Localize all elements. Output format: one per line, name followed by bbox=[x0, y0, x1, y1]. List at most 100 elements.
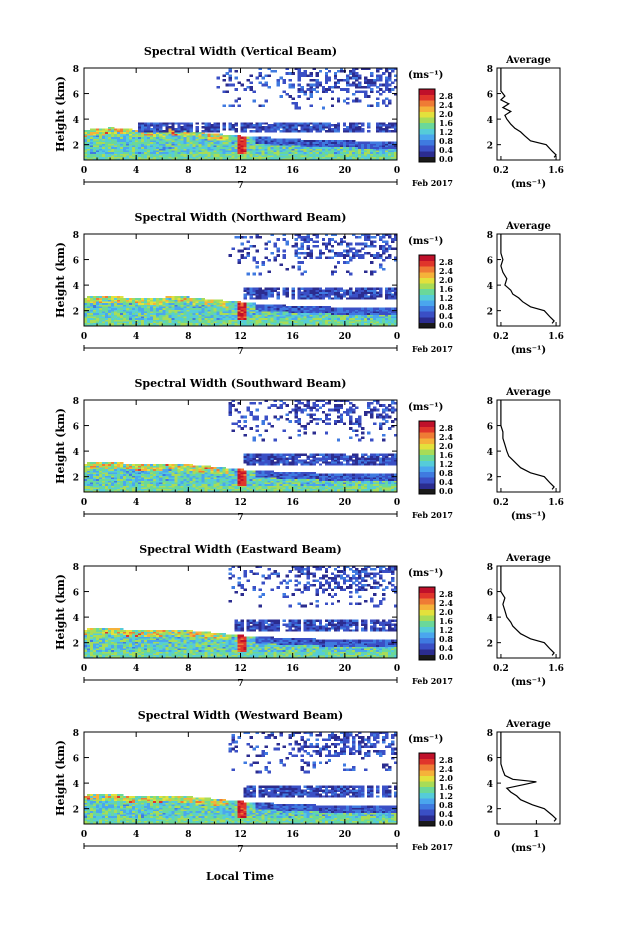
heatmap-cell bbox=[270, 158, 275, 161]
heatmap-cell bbox=[114, 316, 118, 319]
heatmap-cell bbox=[291, 324, 296, 327]
heatmap-cell bbox=[132, 321, 136, 324]
heatmap-cell bbox=[108, 309, 112, 312]
heatmap-cell bbox=[327, 322, 332, 325]
heatmap-cell bbox=[93, 301, 97, 304]
heatmap-cell bbox=[87, 158, 91, 161]
heatmap-cell bbox=[159, 301, 163, 304]
heatmap-cell bbox=[141, 302, 145, 305]
heatmap-cell bbox=[345, 314, 350, 317]
heatmap-cell bbox=[165, 153, 169, 156]
heatmap-cell bbox=[288, 155, 293, 158]
heatmap-cell bbox=[246, 145, 250, 148]
heatmap-cell bbox=[243, 140, 247, 143]
heatmap-cell bbox=[177, 485, 181, 488]
heatmap-cell bbox=[141, 150, 145, 153]
heatmap-cell bbox=[342, 289, 347, 292]
average-y-tick-label: 4 bbox=[487, 282, 493, 292]
heatmap-cell bbox=[114, 462, 118, 465]
heatmap-cell bbox=[237, 104, 241, 107]
heatmap-cell bbox=[330, 104, 335, 107]
heatmap-cell bbox=[312, 156, 317, 159]
heatmap-cell bbox=[240, 249, 244, 253]
heatmap-cell bbox=[174, 478, 178, 481]
heatmap-cell bbox=[366, 81, 371, 84]
heatmap-cell bbox=[165, 307, 169, 310]
heatmap-cell bbox=[228, 148, 232, 151]
heatmap-cell bbox=[102, 128, 106, 131]
heatmap-cell bbox=[285, 240, 290, 244]
heatmap-cell bbox=[162, 483, 166, 486]
heatmap-cell bbox=[105, 136, 109, 139]
heatmap-cell bbox=[180, 148, 184, 151]
heatmap-cell bbox=[135, 319, 139, 322]
heatmap-cell bbox=[93, 151, 97, 154]
heatmap-cell bbox=[381, 72, 386, 75]
heatmap-cell bbox=[192, 316, 196, 319]
heatmap-cell bbox=[120, 155, 124, 158]
heatmap-cell bbox=[393, 141, 398, 144]
heatmap-cell bbox=[171, 138, 175, 141]
heatmap-cell bbox=[156, 307, 160, 310]
heatmap-cell bbox=[348, 319, 353, 322]
heatmap-cell bbox=[297, 158, 302, 161]
heatmap-cell bbox=[312, 83, 317, 87]
heatmap-cell bbox=[147, 321, 151, 324]
heatmap-cell bbox=[330, 317, 335, 320]
heatmap-cell bbox=[159, 151, 163, 154]
heatmap-cell bbox=[216, 301, 220, 304]
heatmap-cell bbox=[138, 312, 142, 315]
heatmap-cell bbox=[237, 155, 241, 158]
heatmap-cell bbox=[114, 135, 118, 138]
heatmap-cell bbox=[342, 128, 347, 131]
colorbar-tick-label: 1.6 bbox=[439, 284, 453, 294]
heatmap-cell bbox=[177, 143, 181, 146]
heatmap-cell bbox=[84, 146, 88, 149]
heatmap-cell bbox=[351, 140, 356, 143]
heatmap-cell bbox=[354, 99, 359, 103]
heatmap-cell bbox=[231, 316, 235, 319]
heatmap-cell bbox=[282, 145, 287, 148]
heatmap-cell bbox=[186, 124, 190, 127]
heatmap-cell bbox=[276, 321, 281, 324]
heatmap-cell bbox=[258, 141, 262, 144]
heatmap-cell bbox=[312, 148, 317, 151]
heatmap-cell bbox=[339, 254, 344, 257]
heatmap-cell bbox=[372, 295, 377, 298]
heatmap-cell bbox=[165, 472, 169, 475]
heatmap-cell bbox=[183, 136, 187, 139]
heatmap-cell bbox=[87, 316, 91, 319]
heatmap-cell bbox=[336, 153, 341, 156]
heatmap-cell bbox=[312, 141, 317, 144]
heatmap-cell bbox=[186, 141, 190, 144]
heatmap-cell bbox=[156, 322, 160, 325]
heatmap-cell bbox=[252, 146, 256, 149]
heatmap-cell bbox=[273, 150, 278, 153]
heatmap-cell bbox=[273, 256, 278, 260]
heatmap-cell bbox=[171, 153, 175, 156]
heatmap-cell bbox=[252, 319, 256, 322]
heatmap-cell bbox=[108, 473, 112, 476]
heatmap-cell bbox=[312, 321, 317, 324]
heatmap-cell bbox=[159, 309, 163, 312]
heatmap-cell bbox=[294, 153, 299, 156]
heatmap-cell bbox=[315, 155, 320, 158]
heatmap-cell bbox=[111, 126, 115, 129]
heatmap-cell bbox=[177, 307, 181, 310]
heatmap-cell bbox=[387, 67, 392, 71]
heatmap-cell bbox=[309, 306, 314, 309]
heatmap-cell bbox=[189, 301, 193, 304]
heatmap-cell bbox=[348, 309, 353, 312]
heatmap-cell bbox=[102, 151, 106, 154]
heatmap-cell bbox=[249, 322, 253, 325]
heatmap-cell bbox=[153, 128, 157, 131]
heatmap-cell bbox=[237, 324, 241, 327]
heatmap-cell bbox=[177, 128, 181, 131]
heatmap-cell bbox=[324, 90, 329, 94]
heatmap-cell bbox=[264, 314, 268, 317]
heatmap-cell bbox=[147, 467, 151, 470]
heatmap-cell bbox=[273, 140, 278, 143]
heatmap-cell bbox=[282, 128, 287, 131]
heatmap-cell bbox=[357, 156, 362, 159]
heatmap-cell bbox=[231, 158, 235, 161]
